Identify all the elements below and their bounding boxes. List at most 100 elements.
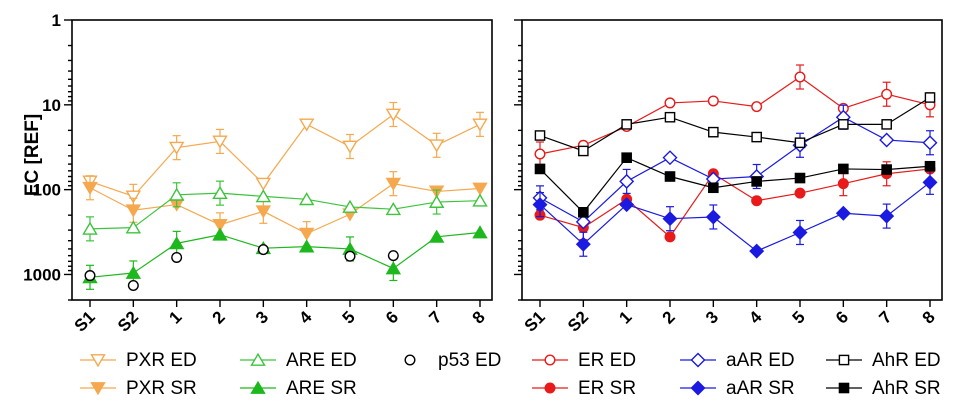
data-point-marker bbox=[298, 192, 315, 206]
data-point-marker bbox=[621, 119, 632, 130]
data-point-marker bbox=[125, 265, 142, 279]
data-point-marker bbox=[794, 172, 806, 184]
data-point-marker bbox=[250, 380, 266, 394]
data-point-marker bbox=[168, 187, 185, 201]
data-point-marker bbox=[255, 177, 272, 191]
legend-item: ER SR bbox=[532, 378, 636, 399]
x-tick-label: S1 bbox=[71, 307, 99, 335]
x-tick-label: 7 bbox=[425, 307, 445, 327]
data-point-marker bbox=[881, 164, 892, 175]
data-point-marker bbox=[794, 187, 806, 199]
data-point-marker bbox=[257, 244, 269, 256]
data-point-marker bbox=[837, 178, 849, 190]
data-point-marker bbox=[385, 201, 402, 216]
legend-label: ARE ED bbox=[286, 350, 357, 371]
data-point-marker bbox=[751, 176, 762, 187]
x-tick-label: 6 bbox=[382, 307, 402, 327]
series-are-ed bbox=[82, 180, 488, 242]
data-point-marker bbox=[544, 382, 556, 394]
series-line bbox=[89, 183, 481, 235]
data-point-marker bbox=[212, 135, 228, 149]
data-point-marker bbox=[342, 199, 358, 213]
data-point-marker bbox=[472, 225, 488, 239]
plot-frame bbox=[521, 19, 943, 301]
data-point-marker bbox=[532, 197, 548, 213]
data-point-marker bbox=[922, 135, 938, 151]
data-point-marker bbox=[662, 150, 678, 166]
data-point-marker bbox=[472, 193, 488, 207]
data-point-marker bbox=[751, 101, 763, 113]
x-tick-label: 2 bbox=[659, 307, 679, 327]
data-point-marker bbox=[127, 280, 139, 292]
legend-label: aAR ED bbox=[726, 350, 795, 371]
data-point-marker bbox=[534, 163, 546, 175]
legend: PXR ED PXR SR ARE ED ARE SR p53 ED ER ED ER SR… bbox=[80, 350, 941, 399]
legend-item: AhR SR bbox=[826, 378, 941, 399]
series-line bbox=[539, 116, 931, 223]
data-point-marker bbox=[690, 380, 706, 396]
data-point-marker bbox=[578, 207, 589, 218]
series-line bbox=[539, 76, 931, 155]
data-point-marker bbox=[879, 208, 895, 224]
data-point-marker bbox=[428, 139, 445, 153]
data-point-marker bbox=[619, 173, 635, 189]
series-aar-sr bbox=[532, 169, 938, 259]
legend-label: aAR SR bbox=[726, 378, 795, 399]
data-point-marker bbox=[664, 171, 676, 182]
data-point-marker bbox=[171, 251, 183, 263]
data-point-marker bbox=[90, 354, 106, 368]
plot-frame bbox=[71, 19, 493, 301]
data-point-marker bbox=[838, 163, 849, 175]
y-axis-title: EC [REF] bbox=[22, 114, 43, 196]
data-point-marker bbox=[298, 227, 315, 241]
data-point-marker bbox=[575, 236, 591, 252]
data-point-marker bbox=[708, 182, 719, 194]
x-tick-label: 3 bbox=[252, 307, 272, 327]
x-tick-label: S1 bbox=[521, 307, 549, 335]
data-point-marker bbox=[255, 205, 272, 219]
data-point-marker bbox=[751, 195, 763, 207]
data-point-marker bbox=[212, 218, 228, 233]
data-point-marker bbox=[428, 194, 445, 208]
data-point-marker bbox=[922, 174, 938, 190]
data-point-marker bbox=[250, 352, 266, 366]
legend-label: p53 ED bbox=[438, 350, 501, 371]
series-line bbox=[539, 97, 931, 152]
data-point-marker bbox=[298, 118, 315, 132]
data-point-marker bbox=[835, 205, 851, 221]
data-point-marker bbox=[428, 229, 445, 243]
series-are-sr bbox=[82, 225, 488, 290]
data-point-marker bbox=[385, 261, 402, 275]
series-er-sr bbox=[534, 161, 936, 243]
legend-item: aAR SR bbox=[680, 378, 795, 399]
series-ahr-ed bbox=[534, 92, 936, 157]
x-tick-label: 8 bbox=[469, 307, 489, 327]
data-point-marker bbox=[125, 220, 142, 234]
series-pxr-sr bbox=[82, 171, 488, 247]
series-pxr-ed bbox=[82, 101, 488, 209]
data-point-marker bbox=[838, 354, 850, 366]
data-point-marker bbox=[792, 225, 808, 240]
left-panel: 1 10 100 1000 S1 S2 1 2 3 4 5 6 7 8 bbox=[23, 11, 493, 336]
data-point-marker bbox=[255, 189, 272, 203]
data-point-marker bbox=[298, 239, 315, 253]
legend-item: AhR ED bbox=[826, 350, 941, 371]
legend-label: AhR SR bbox=[872, 378, 941, 399]
data-point-marker bbox=[344, 250, 356, 262]
data-point-marker bbox=[690, 352, 706, 368]
data-point-marker bbox=[708, 126, 719, 138]
data-point-marker bbox=[387, 250, 399, 262]
data-point-marker bbox=[82, 181, 98, 195]
legend-label: ER ED bbox=[578, 350, 636, 371]
data-point-marker bbox=[404, 354, 416, 366]
x-tick-label: 4 bbox=[745, 307, 766, 328]
data-point-marker bbox=[385, 177, 402, 191]
data-point-marker bbox=[881, 88, 893, 100]
data-point-marker bbox=[84, 270, 96, 282]
data-point-marker bbox=[664, 111, 676, 123]
x-tick-label: 4 bbox=[295, 307, 316, 328]
data-point-marker bbox=[664, 231, 676, 243]
x-tick-label: S2 bbox=[564, 307, 592, 335]
data-point-marker bbox=[705, 209, 721, 225]
